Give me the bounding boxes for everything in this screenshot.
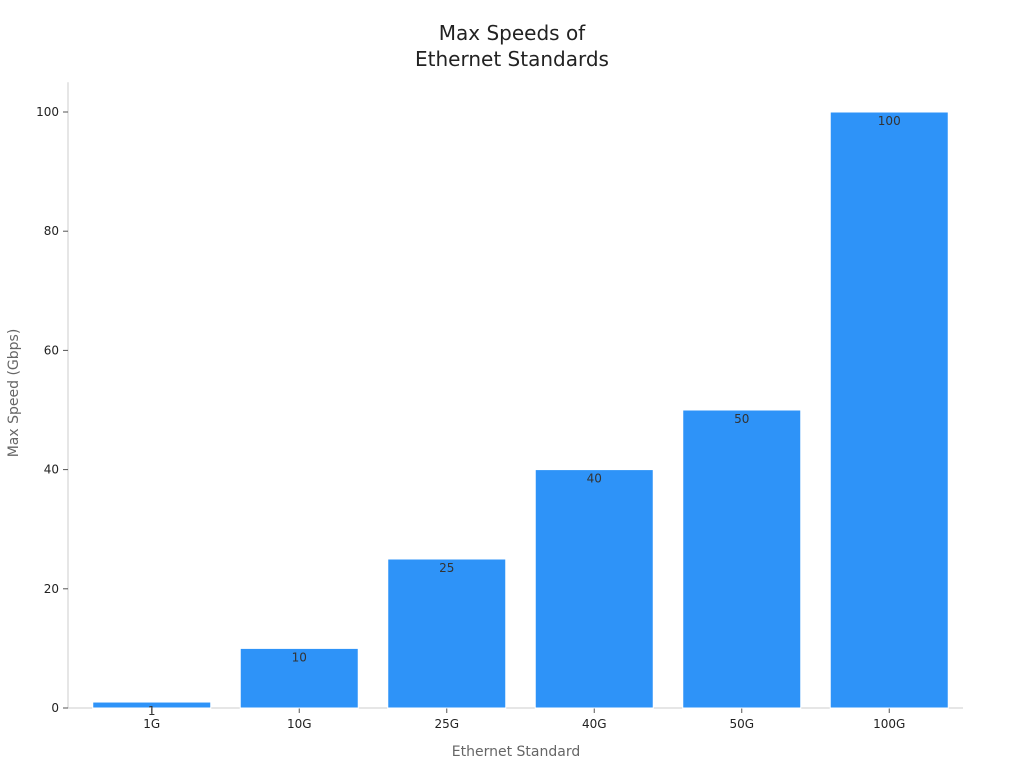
bar-100g — [829, 111, 949, 709]
x-axis-title: Ethernet Standard — [452, 744, 580, 760]
x-tick-label: 10G — [287, 717, 312, 731]
bar-value-label: 40 — [587, 472, 602, 486]
bar-40g — [534, 469, 654, 709]
chart-title: Max Speeds of Ethernet Standards — [0, 20, 1024, 72]
bar-value-label: 100 — [878, 114, 901, 128]
x-tick-label: 1G — [143, 717, 160, 731]
bars — [92, 111, 949, 709]
y-tick-label: 60 — [44, 343, 59, 357]
bar-value-label: 25 — [439, 561, 454, 575]
y-tick-label: 40 — [44, 463, 59, 477]
bar-1g — [92, 701, 212, 709]
bar-value-label: 1 — [148, 704, 156, 718]
x-tick-label: 25G — [434, 717, 459, 731]
y-axis-title: Max Speed (Gbps) — [6, 329, 22, 458]
x-tick-label: 100G — [873, 717, 905, 731]
y-tick-label: 100 — [36, 105, 59, 119]
x-tick-label: 50G — [729, 717, 754, 731]
bar-25g — [387, 558, 507, 709]
bar-50g — [682, 409, 802, 709]
x-tick-label: 40G — [582, 717, 607, 731]
y-tick-label: 20 — [44, 582, 59, 596]
chart-title-line-2: Ethernet Standards — [415, 47, 609, 71]
data-labels: 1 10 25 40 50 100 — [148, 114, 901, 718]
bar-value-label: 10 — [292, 650, 307, 664]
bar-10g — [239, 647, 359, 709]
y-tick-label: 0 — [51, 701, 59, 715]
bar-value-label: 50 — [734, 412, 749, 426]
y-tick-label: 80 — [44, 224, 59, 238]
chart-title-line-1: Max Speeds of — [438, 21, 586, 45]
axes: 0 20 40 60 80 100 1G 10G 25G 40G 50G 100G — [36, 82, 963, 731]
